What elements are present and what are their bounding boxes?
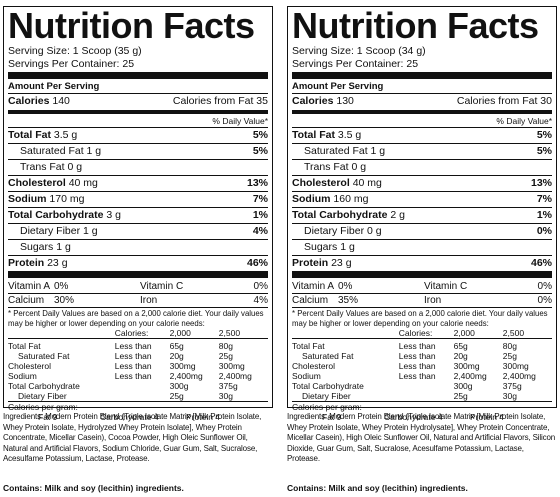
reference-row: Total Fat Less than 65g 80g [292,341,517,351]
total-fat-row: Total Fat 3.5 g 5% [292,127,552,141]
daily-value-header: % Daily Value* [496,116,552,126]
servings-per-container: Servings Per Container: 25 [8,58,135,70]
nutrition-label: Nutrition Facts Serving Size: 1 Scoop (35… [3,5,273,422]
total-carbohydrate-row: Total Carbohydrate 3 g 1% [8,207,268,221]
reference-row: Dietary Fiber 25g 30g [302,391,517,401]
reference-row: Saturated Fat Less than 20g 25g [18,351,233,361]
cholesterol-row: Cholesterol 40 mg 13% [8,175,268,189]
nutrition-label: Nutrition Facts Serving Size: 1 Scoop (34… [287,5,557,422]
reference-row: Sodium Less than 2,400mg 2,400mg [292,371,536,381]
mineral-row: Calcium 30% Iron 4% [8,293,268,306]
divider-medium [292,110,552,114]
divider-thick [8,72,268,79]
calories-from-fat: Calories from Fat 35 [172,95,268,107]
total-carbohydrate-row: Total Carbohydrate 2 g 1% [292,207,552,221]
divider-thick [292,271,552,278]
trans-fat-row: Trans Fat 0 g [8,159,268,175]
reference-header: Calories: 2,000 2,500 [114,328,241,338]
ingredients-text: Ingredients: Modern Protein Blend (Tripl… [287,412,556,463]
servings-per-container: Servings Per Container: 25 [292,58,419,70]
vitamin-row: Vitamin A 0% Vitamin C 0% [292,281,552,292]
nutrition-panel-left: Nutrition Facts Serving Size: 1 Scoop (35… [1,0,275,497]
calories-per-gram-values: Fat 9 Carbohydrate 4 Protein 4 [38,412,221,422]
divider-medium [8,110,268,114]
divider-thick [292,72,552,79]
sugars-row: Sugars 1 g [8,239,268,255]
protein-row: Protein 23 g 46% [8,255,268,269]
label-title: Nutrition Facts [8,5,255,46]
amount-per-serving: Amount Per Serving [8,81,100,92]
vitamin-row: Vitamin A 0% Vitamin C 0% [8,281,268,292]
amount-per-serving: Amount Per Serving [292,81,384,92]
ingredients-text: Ingredients: Modern Protein Blend (Tripl… [3,412,262,463]
sodium-row: Sodium 170 mg 7% [8,191,268,205]
calories-row: Calories 140 Calories from Fat 35 [8,93,268,107]
dietary-fiber-row: Dietary Fiber 0 g 0% [292,223,552,239]
divider-thick [8,271,268,278]
calories-per-gram: Calories per gram: [8,401,268,412]
allergen-statement: Contains: Milk and soy (lecithin) ingred… [287,482,468,493]
label-title: Nutrition Facts [292,5,539,46]
calories-row: Calories 130 Calories from Fat 30 [292,93,552,107]
serving-size: Serving Size: 1 Scoop (35 g) [8,45,142,57]
daily-value-header: % Daily Value* [212,116,268,126]
total-fat-row: Total Fat 3.5 g 5% [8,127,268,141]
cholesterol-row: Cholesterol 40 mg 13% [292,175,552,189]
reference-table: Calories: 2,000 2,500 Total Fat Less than 65g… [8,328,268,401]
reference-row: Total Carbohydrate 300g 375g [292,381,522,391]
reference-row: Total Carbohydrate 300g 375g [8,381,238,391]
serving-size: Serving Size: 1 Scoop (34 g) [292,45,426,57]
reference-header: Calories: 2,000 2,500 [398,328,525,338]
reference-table: Calories: 2,000 2,500 Total Fat Less than 65g… [292,328,552,401]
reference-row: Saturated Fat Less than 20g 25g [302,351,517,361]
saturated-fat-row: Saturated Fat 1 g 5% [292,143,552,159]
calories-per-gram-values: Fat 9 Carbohydrate 4 Protein 4 [322,412,505,422]
reference-row: Cholesterol Less than 300mg 300mg [8,361,245,371]
saturated-fat-row: Saturated Fat 1 g 5% [8,143,268,159]
reference-row: Total Fat Less than 65g 80g [8,341,233,351]
allergen-statement: Contains: Milk and soy (lecithin) ingred… [3,482,184,493]
reference-row: Sodium Less than 2,400mg 2,400mg [8,371,252,381]
calories-per-gram: Calories per gram: [292,401,552,412]
trans-fat-row: Trans Fat 0 g [292,159,552,175]
reference-row: Dietary Fiber 25g 30g [18,391,233,401]
protein-row: Protein 23 g 46% [292,255,552,269]
sugars-row: Sugars 1 g [292,239,552,255]
daily-value-footnote: * Percent Daily Values are based on a 2,… [292,307,552,328]
mineral-row: Calcium 35% Iron 0% [292,293,552,306]
reference-row: Cholesterol Less than 300mg 300mg [292,361,529,371]
daily-value-footnote: * Percent Daily Values are based on a 2,… [8,307,268,328]
calories-from-fat: Calories from Fat 30 [456,95,552,107]
sodium-row: Sodium 160 mg 7% [292,191,552,205]
nutrition-panel-right: Nutrition Facts Serving Size: 1 Scoop (34… [285,0,559,497]
dietary-fiber-row: Dietary Fiber 1 g 4% [8,223,268,239]
